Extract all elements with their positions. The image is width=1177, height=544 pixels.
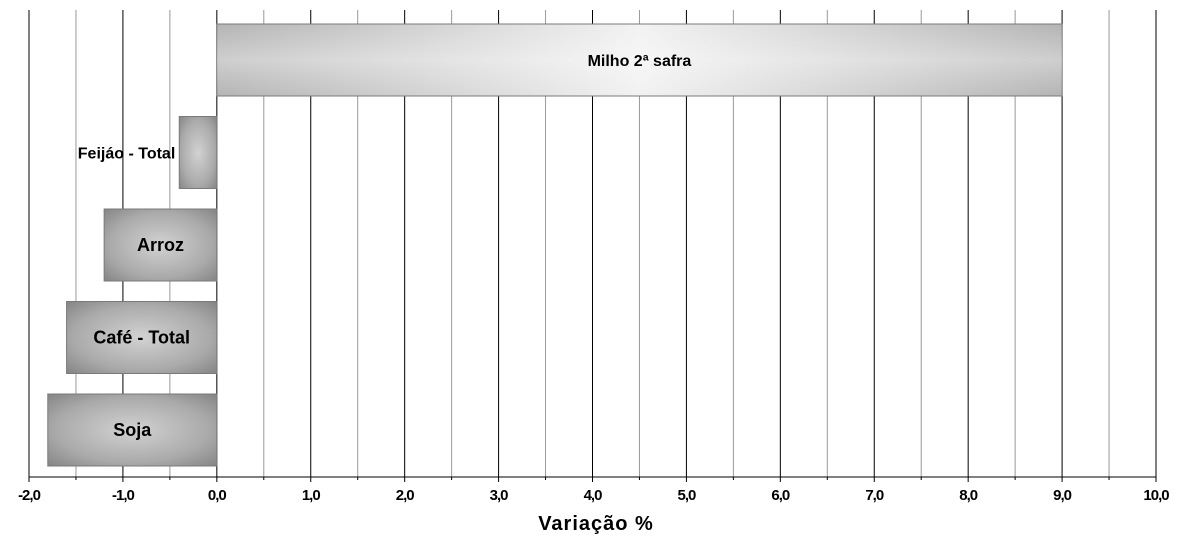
- x-tick-label: 10,0: [1143, 487, 1169, 504]
- x-tick-label: 7,0: [865, 487, 884, 504]
- x-tick-label: 0,0: [208, 487, 227, 504]
- bar-group: Arroz: [104, 209, 217, 281]
- x-tick-label: 8,0: [959, 487, 978, 504]
- x-tick-label: 6,0: [771, 487, 790, 504]
- bars: Milho 2ª safra Feijáo - Total Arroz Café - …: [48, 24, 1062, 466]
- bar-label: Feijáo - Total: [78, 146, 175, 163]
- bar-label: Café - Total: [93, 328, 190, 348]
- x-tick-labels: -2,0 -1,0 0,0 1,0 2,0 3,0 4,0 5,0 6,0 7,0 8,0 9,0 10…: [18, 487, 1169, 504]
- bar-label: Milho 2ª safra: [588, 53, 692, 70]
- x-axis: Variação %: [29, 477, 1156, 535]
- bar: [179, 117, 217, 189]
- x-axis-title: Variação %: [538, 513, 654, 535]
- x-tick-label: 1,0: [302, 487, 321, 504]
- bar-label: Arroz: [137, 235, 184, 255]
- bar-group: Milho 2ª safra: [217, 24, 1062, 96]
- bar-group: Café - Total: [67, 302, 217, 374]
- bar-group: Soja: [48, 394, 217, 466]
- bar-group: Feijáo - Total: [78, 117, 217, 189]
- x-tick-label: -2,0: [18, 487, 41, 504]
- x-tick-label: 2,0: [396, 487, 415, 504]
- bar-label: Soja: [113, 420, 152, 440]
- x-tick-label: 4,0: [584, 487, 603, 504]
- x-tick-label: 9,0: [1053, 487, 1072, 504]
- x-tick-label: 3,0: [490, 487, 509, 504]
- x-tick-label: -1,0: [112, 487, 135, 504]
- x-tick-label: 5,0: [677, 487, 696, 504]
